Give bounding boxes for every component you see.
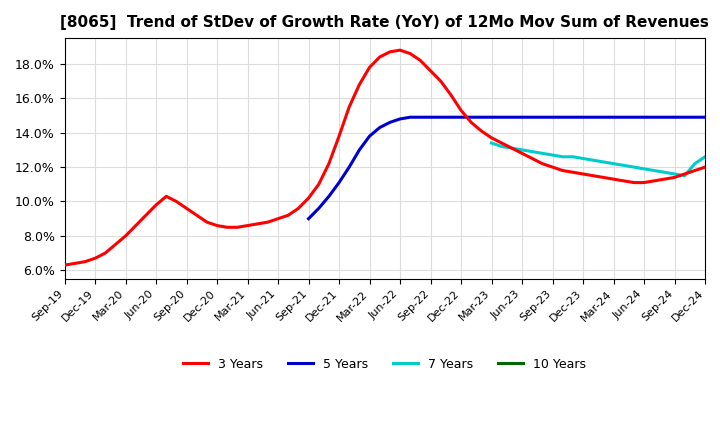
5 Years — [456, 114, 465, 120]
5 Years — [609, 114, 618, 120]
5 Years — [579, 114, 588, 120]
Line: 5 Years: 5 Years — [309, 117, 705, 219]
5 Years — [386, 120, 395, 125]
5 Years — [701, 114, 709, 120]
7 Years — [589, 158, 598, 163]
5 Years — [477, 114, 486, 120]
3 Years — [701, 165, 709, 170]
5 Years — [325, 194, 333, 199]
5 Years — [599, 114, 608, 120]
5 Years — [619, 114, 628, 120]
7 Years — [548, 152, 557, 158]
5 Years — [467, 114, 475, 120]
5 Years — [639, 114, 648, 120]
5 Years — [416, 114, 425, 120]
Line: 7 Years: 7 Years — [492, 143, 705, 176]
7 Years — [660, 169, 669, 175]
3 Years — [487, 135, 496, 140]
5 Years — [650, 114, 659, 120]
3 Years — [375, 55, 384, 60]
7 Years — [538, 150, 546, 156]
5 Years — [315, 206, 323, 211]
5 Years — [396, 116, 405, 121]
7 Years — [518, 147, 526, 153]
7 Years — [508, 146, 516, 151]
5 Years — [518, 114, 526, 120]
3 Years — [60, 263, 69, 268]
7 Years — [559, 154, 567, 159]
5 Years — [680, 114, 689, 120]
5 Years — [660, 114, 669, 120]
7 Years — [670, 171, 679, 176]
7 Years — [487, 140, 496, 146]
5 Years — [305, 216, 313, 221]
7 Years — [528, 149, 536, 154]
5 Years — [538, 114, 546, 120]
5 Years — [487, 114, 496, 120]
7 Years — [619, 163, 628, 168]
5 Years — [365, 133, 374, 139]
5 Years — [548, 114, 557, 120]
5 Years — [629, 114, 638, 120]
5 Years — [375, 125, 384, 130]
Line: 3 Years: 3 Years — [65, 50, 705, 265]
Title: [8065]  Trend of StDev of Growth Rate (YoY) of 12Mo Mov Sum of Revenues: [8065] Trend of StDev of Growth Rate (Yo… — [60, 15, 709, 30]
7 Years — [639, 166, 648, 172]
5 Years — [670, 114, 679, 120]
5 Years — [508, 114, 516, 120]
5 Years — [690, 114, 699, 120]
5 Years — [426, 114, 435, 120]
5 Years — [559, 114, 567, 120]
7 Years — [650, 168, 659, 173]
5 Years — [355, 147, 364, 153]
5 Years — [436, 114, 445, 120]
7 Years — [629, 165, 638, 170]
5 Years — [528, 114, 536, 120]
5 Years — [589, 114, 598, 120]
3 Years — [396, 48, 405, 53]
5 Years — [569, 114, 577, 120]
Legend: 3 Years, 5 Years, 7 Years, 10 Years: 3 Years, 5 Years, 7 Years, 10 Years — [178, 352, 591, 376]
7 Years — [579, 156, 588, 161]
5 Years — [406, 114, 415, 120]
7 Years — [498, 144, 506, 149]
3 Years — [142, 213, 150, 218]
7 Years — [690, 161, 699, 166]
5 Years — [446, 114, 455, 120]
7 Years — [680, 173, 689, 178]
5 Years — [335, 180, 343, 185]
3 Years — [426, 68, 435, 73]
7 Years — [701, 154, 709, 159]
5 Years — [345, 165, 354, 170]
7 Years — [569, 154, 577, 159]
5 Years — [498, 114, 506, 120]
3 Years — [325, 161, 333, 166]
7 Years — [599, 159, 608, 165]
7 Years — [609, 161, 618, 166]
3 Years — [477, 128, 486, 134]
